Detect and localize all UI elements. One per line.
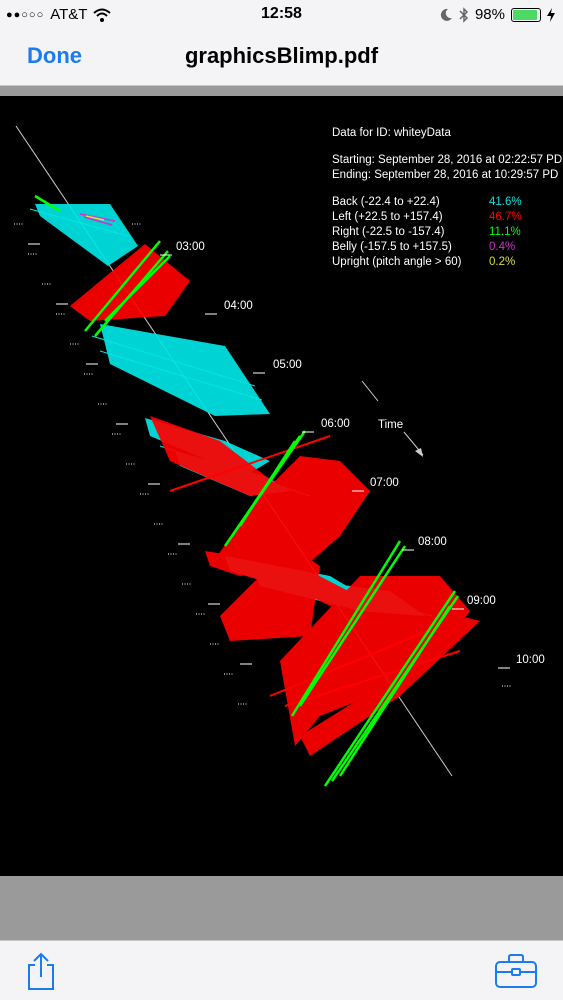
ending-line: Ending: September 28, 2016 at 10:29:57 P…: [332, 169, 559, 181]
legend-row-back: Back (-22.4 to +22.4) 41.6%: [332, 195, 562, 210]
legend-value: 46.7%: [489, 211, 522, 223]
battery-percent: 98%: [474, 6, 505, 23]
pdf-page: 03:00 04:00 05:00 06:00 07:00 08:00 09:0…: [0, 96, 563, 876]
share-icon[interactable]: [24, 951, 58, 991]
charging-bolt-icon: [547, 7, 555, 22]
data-info-panel: Data for ID: whiteyData Starting: Septem…: [332, 126, 562, 270]
hour-label-0300: 03:00: [176, 241, 205, 253]
legend-row-right: Right (-22.5 to -157.4) 11.1%: [332, 225, 562, 240]
hour-label-0500: 05:00: [273, 359, 302, 371]
status-time: 12:58: [261, 5, 302, 22]
series-left-streaks: [169, 435, 461, 707]
carrier-label: AT&T: [50, 6, 88, 23]
legend-value: 0.2%: [489, 256, 516, 268]
hour-ticks: [160, 254, 510, 669]
series-belly: [79, 213, 116, 226]
major-minor-ticks: [28, 243, 252, 665]
minor-ticks: [14, 223, 512, 705]
pdf-viewer[interactable]: 03:00 04:00 05:00 06:00 07:00 08:00 09:0…: [0, 87, 563, 940]
signal-dots-icon: ●●○○○: [6, 8, 45, 21]
legend-label: Left (+22.5 to +157.4): [332, 211, 443, 223]
moon-icon: [440, 8, 452, 21]
hour-label-0400: 04:00: [224, 300, 253, 312]
legend-value: 11.1%: [489, 226, 521, 238]
legend-row-left: Left (+22.5 to +157.4) 46.7%: [332, 210, 562, 225]
done-button[interactable]: Done: [27, 43, 82, 68]
toolbox-icon[interactable]: [494, 953, 538, 989]
hour-label-0800: 08:00: [418, 536, 447, 548]
hour-label-0600: 06:00: [321, 418, 350, 430]
time-arrow-upper: [361, 380, 379, 402]
time-arrow-head: [415, 448, 423, 457]
time-direction-label: Time: [378, 419, 404, 431]
legend-label: Back (-22.4 to +22.4): [332, 196, 440, 208]
series-right: [34, 194, 460, 787]
nav-bar: Done graphicsBlimp.pdf: [0, 30, 563, 86]
legend-value: 41.6%: [489, 196, 522, 208]
legend-label: Belly (-157.5 to +157.5): [332, 241, 452, 253]
starting-line: Starting: September 28, 2016 at 02:22:57…: [332, 154, 563, 166]
battery-icon: [511, 7, 541, 22]
legend-label: Right (-22.5 to -157.4): [332, 226, 445, 238]
bluetooth-icon: [459, 6, 469, 23]
series-left: [70, 244, 480, 756]
hour-label-0900: 09:00: [467, 595, 496, 607]
legend-row-upright: Upright (pitch angle > 60) 0.2%: [332, 255, 562, 270]
hour-label-0700: 07:00: [370, 477, 399, 489]
legend-value: 0.4%: [489, 241, 516, 253]
series-upright: [85, 215, 105, 221]
status-right: 98%: [439, 6, 555, 23]
data-id-line: Data for ID: whiteyData: [332, 127, 451, 139]
document-title: graphicsBlimp.pdf: [184, 43, 379, 68]
status-bar: ●●○○○ AT&T 12:58 98%: [0, 0, 563, 30]
hour-label-1000: 10:00: [516, 654, 545, 666]
status-left: ●●○○○ AT&T: [6, 6, 112, 23]
bottom-toolbar: [0, 940, 563, 1000]
legend-label: Upright (pitch angle > 60): [332, 256, 462, 268]
wifi-icon: [93, 8, 112, 22]
orientation-plot: [14, 125, 512, 787]
legend-row-belly: Belly (-157.5 to +157.5) 0.4%: [332, 240, 562, 255]
